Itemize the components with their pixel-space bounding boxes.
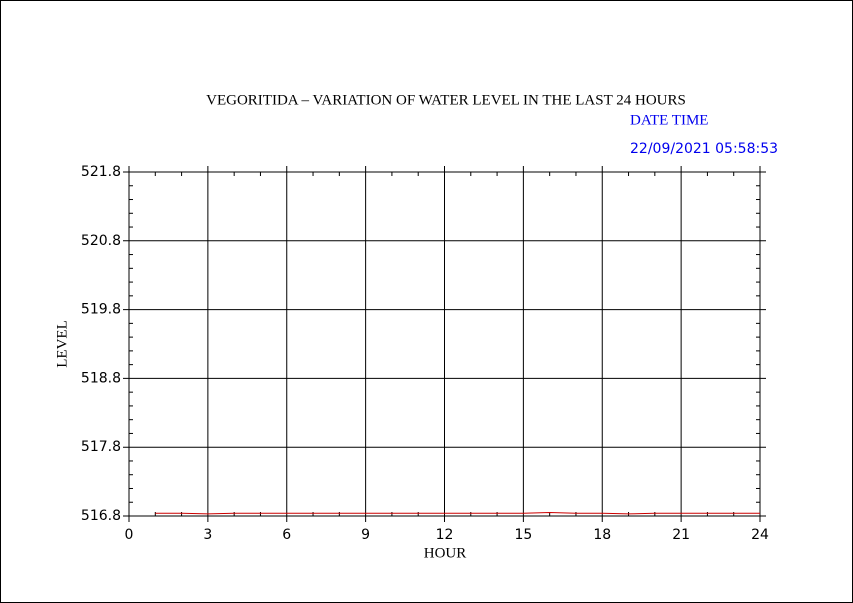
y-tick-label: 518.8 xyxy=(81,370,121,386)
y-tick-label: 520.8 xyxy=(81,233,121,249)
y-tick-label: 516.8 xyxy=(81,508,121,524)
x-tick-label: 6 xyxy=(282,527,291,543)
date-label: DATE TIME xyxy=(630,112,708,128)
x-tick-label: 24 xyxy=(751,527,769,543)
y-tick-label: 517.8 xyxy=(81,439,121,455)
x-tick-label: 18 xyxy=(593,527,611,543)
y-axis-label: LEVEL xyxy=(54,320,70,367)
x-tick-label: 9 xyxy=(361,527,370,543)
chart-title: VEGORITIDA – VARIATION OF WATER LEVEL IN… xyxy=(206,92,686,108)
x-tick-label: 12 xyxy=(436,527,454,543)
x-tick-label: 0 xyxy=(125,527,134,543)
x-tick-label: 21 xyxy=(672,527,690,543)
timestamp: 22/09/2021 05:58:53 xyxy=(630,141,778,157)
plot-border xyxy=(128,171,761,517)
x-tick-label: 15 xyxy=(514,527,532,543)
x-tick-label: 3 xyxy=(203,527,212,543)
x-axis-label: HOUR xyxy=(424,545,467,561)
y-tick-label: 521.8 xyxy=(81,164,121,180)
y-tick-label: 519.8 xyxy=(81,302,121,318)
data-line xyxy=(155,512,760,515)
